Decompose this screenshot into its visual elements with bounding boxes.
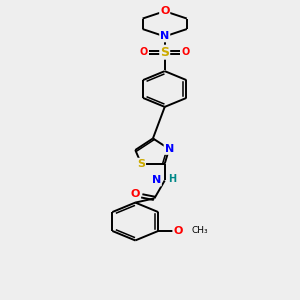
Text: S: S <box>137 159 145 169</box>
Text: N: N <box>164 144 174 154</box>
Text: S: S <box>160 46 169 59</box>
Text: O: O <box>173 226 183 236</box>
Text: CH₃: CH₃ <box>191 226 208 236</box>
Text: O: O <box>130 189 140 199</box>
Text: O: O <box>140 47 148 57</box>
Text: O: O <box>160 6 169 16</box>
Text: N: N <box>160 32 169 41</box>
Text: H: H <box>168 174 176 184</box>
Text: N: N <box>152 176 161 185</box>
Text: O: O <box>182 47 190 57</box>
